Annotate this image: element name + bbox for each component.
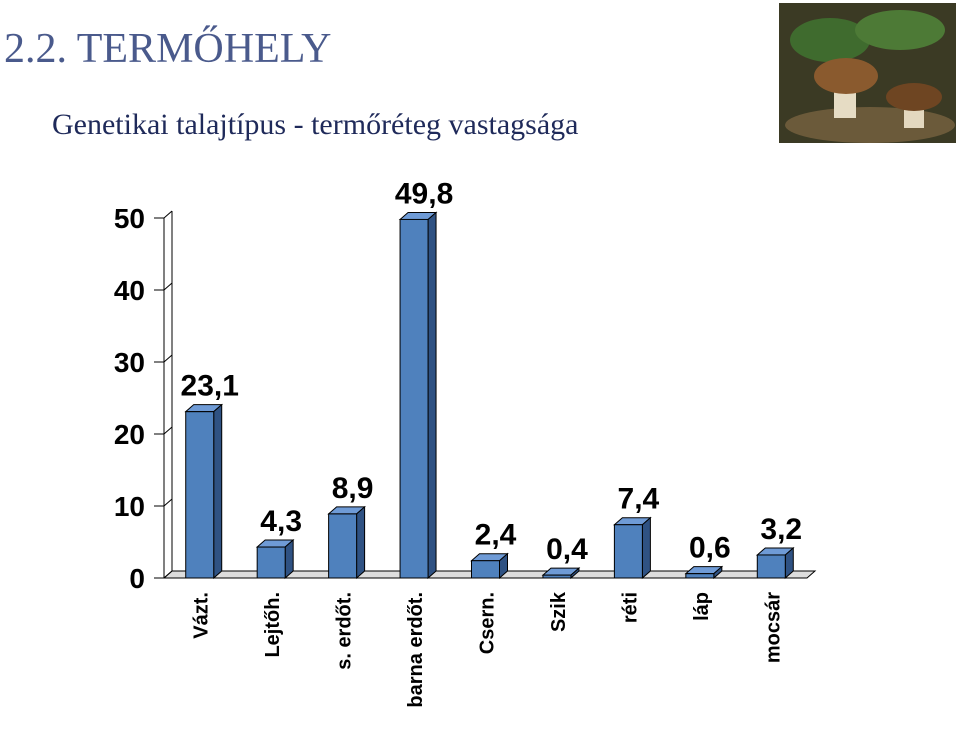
bar-side: [213, 403, 223, 580]
x-tick-label: barna erdőt.: [405, 592, 427, 708]
bar-side: [641, 516, 651, 580]
x-tick-label: réti: [619, 592, 641, 623]
bar: [613, 524, 643, 579]
value-label: 3,2: [760, 513, 802, 546]
value-label: 23,1: [181, 370, 239, 403]
bar-side: [356, 505, 366, 580]
value-label: 8,9: [332, 472, 374, 505]
bar: [185, 411, 215, 579]
y-tick-label: 20: [114, 419, 145, 450]
y-tick-label: 50: [114, 203, 145, 234]
value-label: 0,4: [546, 533, 588, 566]
x-tick-label: Csern.: [477, 592, 499, 654]
x-tick-label: mocsár: [762, 592, 784, 663]
x-tick-label: Szik: [548, 591, 570, 632]
x-tick-label: Lejtőh.: [262, 592, 284, 658]
bar: [256, 546, 286, 579]
bar: [399, 218, 429, 579]
bar: [471, 560, 500, 579]
tick-mark: [154, 354, 173, 363]
slide-subtitle: Genetikai talajtípus - termőréteg vastag…: [52, 108, 578, 141]
y-tick-label: 0: [129, 563, 145, 594]
chart: 0 10 20 30 40 50 23,1 Vázt. 4,3 Lejtőh. 8,9 s. erdő…: [114, 177, 817, 708]
bar: [685, 573, 715, 579]
bar: [328, 513, 358, 579]
tick-mark: [154, 498, 173, 507]
value-label: 2,4: [475, 519, 517, 552]
y-tick-label: 10: [114, 491, 145, 522]
x-tick-label: Vázt.: [191, 592, 213, 639]
value-label: 0,6: [689, 532, 731, 565]
tick-mark: [154, 426, 173, 435]
x-tick-label: s. erdőt.: [334, 592, 356, 670]
tick-mark: [154, 570, 173, 579]
value-label: 7,4: [618, 483, 660, 516]
tick-mark: [154, 282, 173, 291]
x-tick-label: láp: [691, 592, 713, 621]
y-tick-label: 30: [114, 347, 145, 378]
slide-title: 2.2. TERMŐHELY: [4, 25, 332, 72]
bar-side: [427, 211, 437, 580]
bar: [542, 574, 572, 579]
value-label: 4,3: [260, 505, 302, 538]
y-tick-label: 40: [114, 275, 145, 306]
bar-side: [284, 538, 294, 580]
bar: [756, 554, 786, 579]
photo: [779, 3, 956, 143]
value-label: 49,8: [395, 177, 453, 210]
tick-mark: [154, 210, 173, 219]
